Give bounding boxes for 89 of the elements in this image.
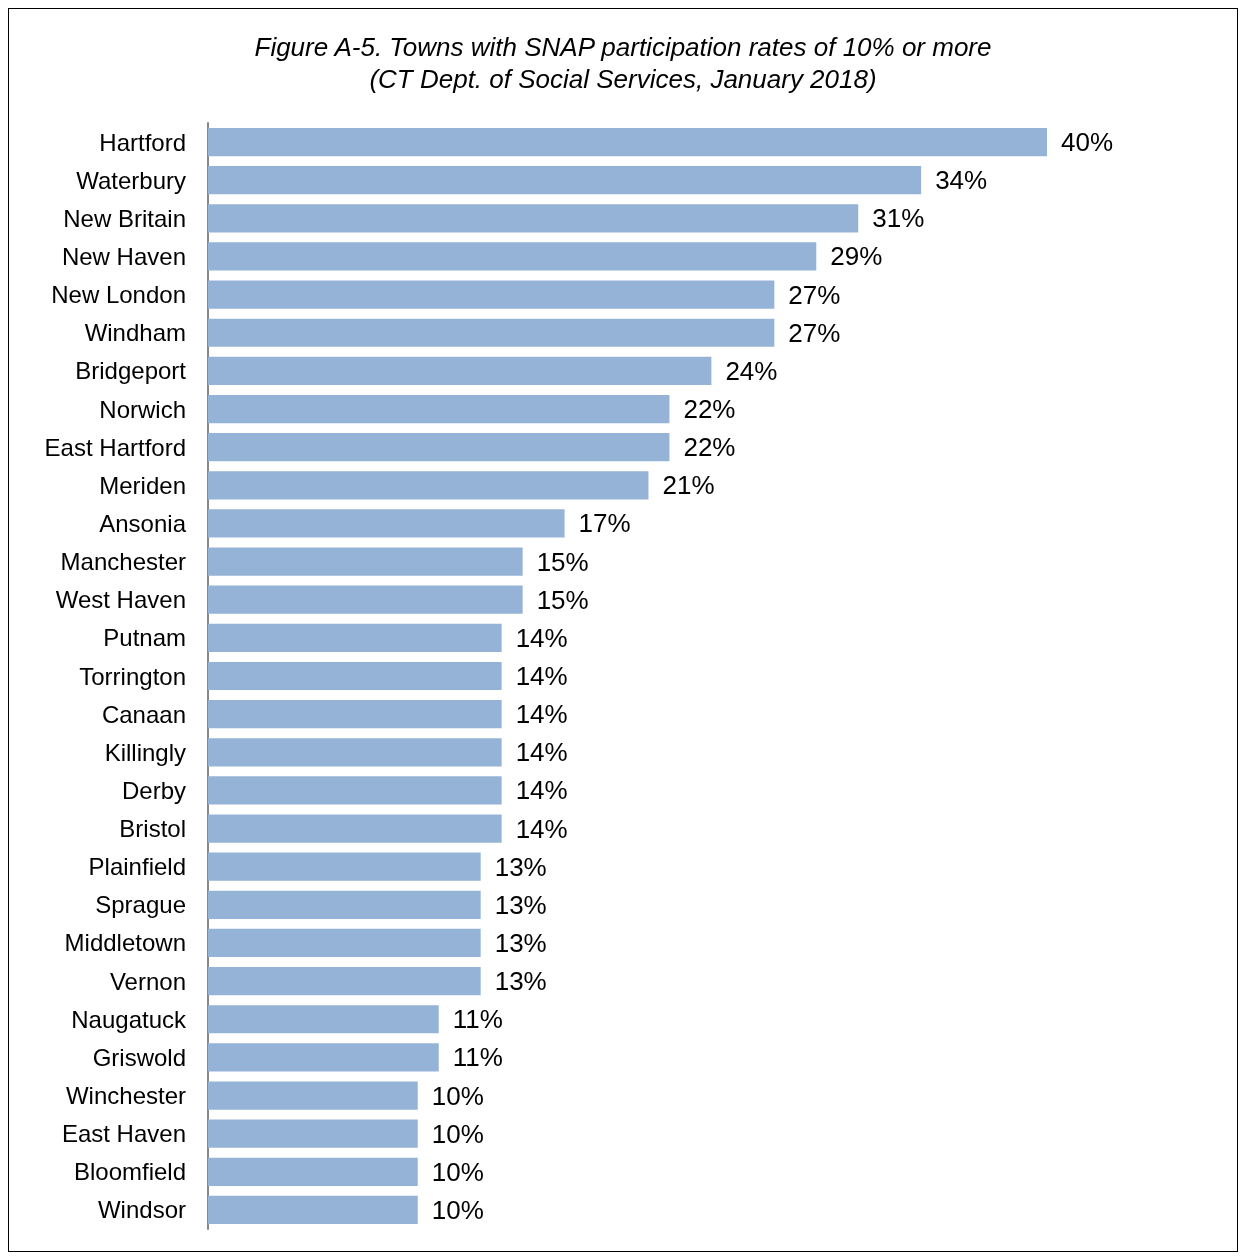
y-tick-label: Bridgeport [75, 357, 187, 385]
data-label: 14% [515, 737, 568, 768]
bar [208, 280, 775, 309]
data-label: 13% [494, 851, 547, 882]
data-label: 14% [515, 699, 568, 730]
data-label: 13% [494, 927, 547, 958]
y-tick-label: Canaan [101, 700, 186, 728]
y-tick-label: Killingly [104, 738, 186, 766]
bar [208, 966, 481, 996]
bar [208, 700, 502, 729]
bar [208, 814, 502, 843]
bar [208, 318, 775, 347]
data-label: 15% [536, 584, 589, 615]
bar [208, 1081, 418, 1110]
data-label: 11% [452, 1004, 503, 1035]
y-tick-label: Vernon [109, 967, 186, 995]
y-tick-label: Sprague [95, 891, 186, 919]
data-label: 29% [830, 241, 883, 272]
data-label: 22% [683, 394, 736, 425]
data-label: 27% [788, 279, 841, 310]
y-tick-label: Torrington [79, 662, 186, 690]
bar [208, 852, 481, 881]
data-label: 13% [494, 966, 547, 997]
data-label: 14% [515, 661, 568, 691]
y-tick-label: Derby [121, 776, 186, 804]
y-tick-label: Middletown [64, 929, 186, 957]
data-label: 14% [515, 775, 568, 806]
bar [208, 509, 565, 538]
data-label: 31% [872, 203, 925, 234]
y-tick-label: Hartford [99, 128, 186, 156]
y-tick-label: Plainfield [88, 853, 186, 881]
y-tick-label: East Hartford [44, 433, 186, 461]
y-tick-label: Ansonia [99, 509, 187, 537]
bar [208, 776, 502, 805]
bar [208, 394, 670, 424]
bar [208, 356, 712, 386]
data-label: 40% [1061, 127, 1114, 158]
bar [208, 1005, 439, 1034]
bar [208, 1119, 418, 1148]
y-tick-label: Manchester [60, 548, 187, 576]
bar [208, 433, 670, 462]
bar [208, 928, 481, 958]
bar [208, 127, 1047, 157]
chart-title: Figure A-5. Towns with SNAP participation rates of 10% or more [254, 32, 992, 62]
y-tick-label: New London [51, 281, 186, 309]
y-tick-label: New Haven [61, 242, 186, 270]
data-label: 24% [725, 355, 778, 386]
y-tick-label: Winchester [65, 1082, 186, 1110]
y-tick-label: Norwich [99, 395, 186, 423]
bar [208, 204, 859, 233]
data-label: 14% [515, 622, 568, 653]
y-tick-label: Bristol [119, 815, 186, 843]
bar [208, 547, 523, 576]
bar [208, 661, 502, 691]
y-tick-label: Windham [84, 319, 186, 347]
bar [208, 166, 922, 195]
y-tick-label: Griswold [92, 1043, 186, 1071]
y-tick-label: Windsor [97, 1196, 186, 1224]
bar [208, 471, 649, 500]
data-label: 11% [452, 1042, 503, 1073]
chart-subtitle: (CT Dept. of Social Services, January 2018) [369, 64, 877, 94]
data-label: 10% [431, 1156, 484, 1187]
data-label: 21% [662, 470, 715, 501]
bar [208, 890, 481, 919]
bar [208, 242, 817, 271]
data-label: 13% [494, 889, 547, 920]
y-tick-label: Naugatuck [71, 1005, 187, 1033]
bar [208, 1157, 418, 1186]
bar [208, 585, 523, 614]
bar [208, 738, 502, 767]
data-label: 15% [536, 546, 589, 577]
data-label: 10% [431, 1194, 484, 1225]
bar [208, 623, 502, 652]
y-tick-label: Bloomfield [73, 1158, 186, 1186]
bar [208, 1043, 439, 1072]
data-label: 34% [935, 165, 988, 196]
y-tick-label: New Britain [63, 204, 186, 232]
data-label: 17% [578, 508, 631, 539]
y-tick-label: Meriden [99, 471, 186, 499]
data-label: 22% [683, 432, 736, 463]
bar [208, 1195, 418, 1225]
data-label: 27% [788, 317, 841, 348]
y-tick-label: Putnam [103, 624, 186, 652]
data-label: 10% [431, 1080, 484, 1111]
y-tick-label: West Haven [55, 586, 186, 614]
data-label: 14% [515, 813, 568, 844]
y-tick-label: East Haven [61, 1120, 186, 1148]
data-label: 10% [431, 1118, 484, 1149]
y-tick-label: Waterbury [76, 166, 186, 194]
